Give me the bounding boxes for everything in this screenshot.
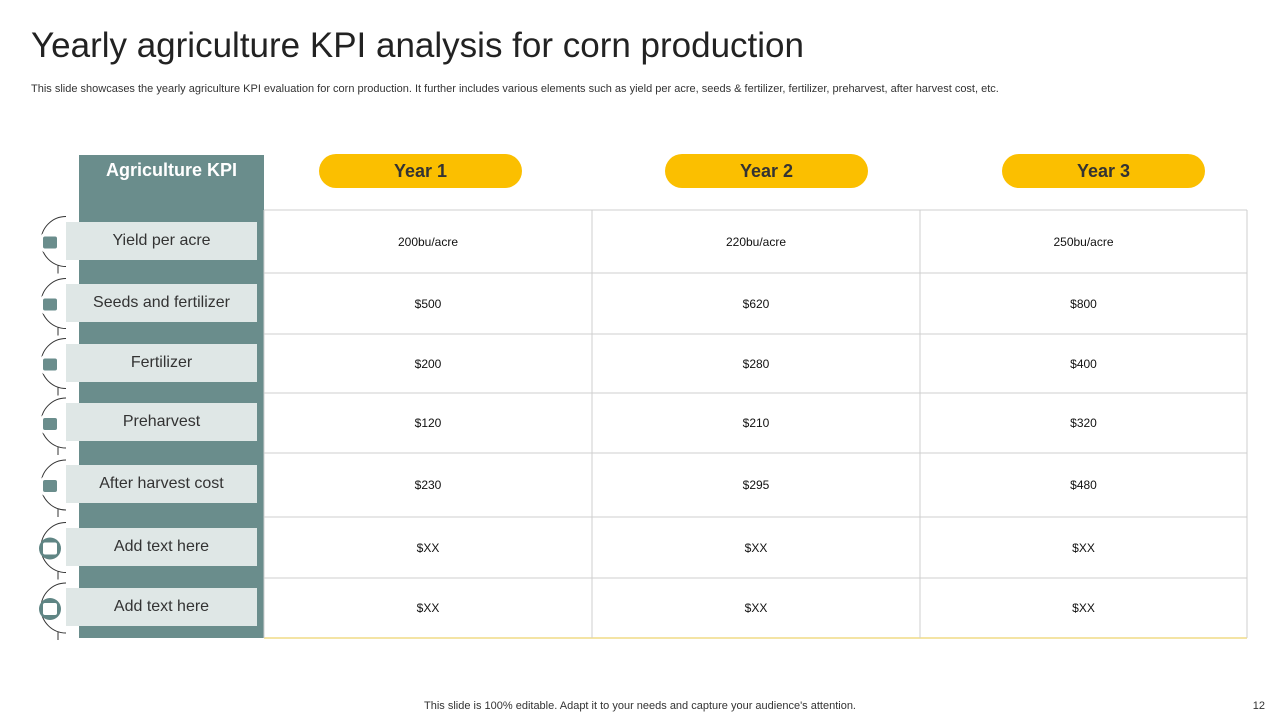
row-label: Yield per acre: [66, 221, 257, 260]
table-cell: $295: [742, 478, 770, 492]
year-header: Year 3: [1002, 154, 1205, 188]
table-cell: $230: [414, 478, 442, 492]
table-cell: $400: [1070, 356, 1097, 371]
page-number: 12: [1252, 700, 1265, 712]
row-label: Add text here: [66, 588, 257, 626]
table-cell: $XX: [744, 601, 768, 615]
footer-note: This slide is 100% editable. Adapt it to…: [424, 700, 856, 712]
icon-glyph: [43, 298, 57, 311]
row-label: Add text here: [66, 527, 257, 566]
table-cell: 220bu/acre: [725, 234, 787, 249]
table-cell: $XX: [744, 540, 768, 555]
table-cell: $XX: [1072, 540, 1095, 555]
table-cell: $480: [1070, 478, 1097, 492]
table-cell: $200: [414, 356, 442, 371]
table-cell: $280: [742, 356, 770, 371]
table-cell: $120: [414, 416, 442, 430]
row-label: Preharvest: [66, 403, 257, 441]
title: Yearly agriculture KPI analysis for corn…: [31, 26, 804, 65]
table-cell: $XX: [416, 540, 440, 555]
row-label: Fertilizer: [66, 343, 257, 382]
year-header: Year 1: [319, 154, 522, 188]
table-cell: $XX: [416, 601, 440, 615]
icon-glyph: [43, 603, 57, 615]
table-cell: $320: [1070, 416, 1097, 430]
row-label: After harvest cost: [66, 465, 257, 503]
table-cell: 200bu/acre: [397, 234, 459, 249]
table-cell: $XX: [1072, 601, 1095, 615]
icon-glyph: [43, 542, 57, 555]
table-cell: $210: [742, 416, 770, 430]
icon-glyph: [43, 358, 57, 371]
table-cell: $800: [1070, 296, 1097, 311]
row-label: Seeds and fertilizer: [66, 283, 257, 322]
subtitle: This slide showcases the yearly agricult…: [31, 83, 999, 95]
table-cell: 250bu/acre: [1053, 234, 1114, 249]
table-cell: $620: [742, 296, 770, 311]
table-cell: $500: [414, 296, 442, 311]
icon-glyph: [43, 418, 57, 430]
kpi-header: Agriculture KPI: [105, 160, 238, 180]
year-header: Year 2: [665, 154, 868, 188]
icon-glyph: [43, 236, 57, 249]
icon-glyph: [43, 480, 57, 492]
